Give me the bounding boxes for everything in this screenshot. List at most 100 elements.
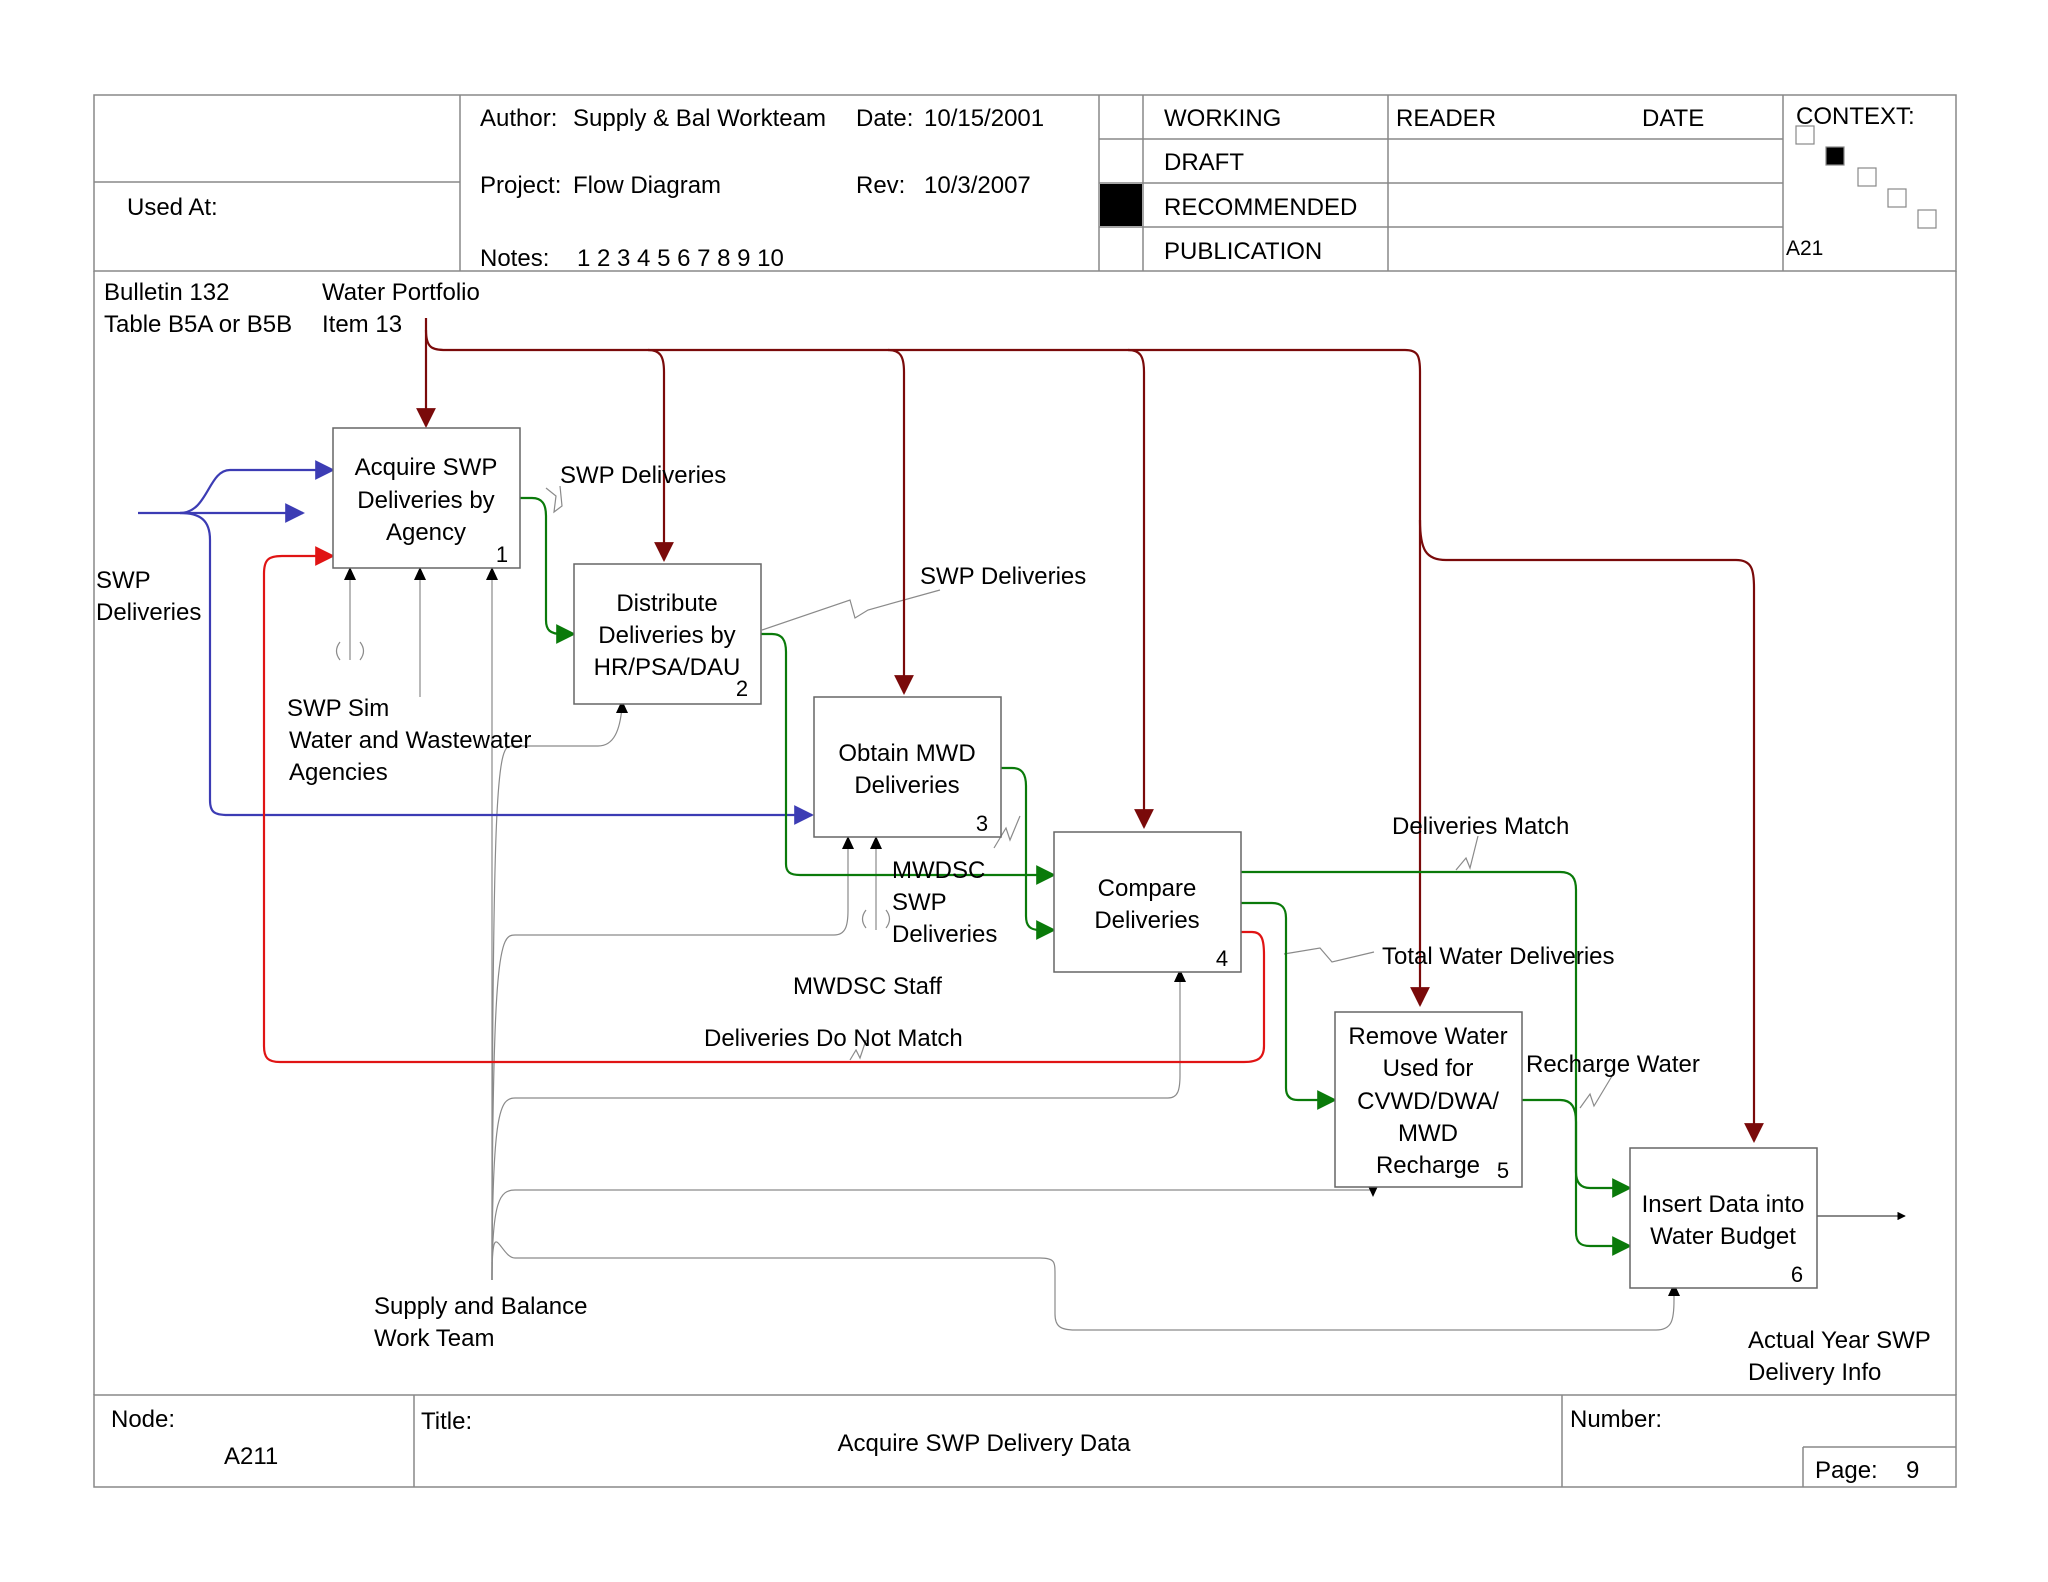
label-portfolio-1: Water Portfolio bbox=[322, 279, 480, 306]
label-total: Total Water Deliveries bbox=[1382, 943, 1615, 970]
node-label: Node: bbox=[111, 1406, 175, 1433]
author-value: Supply & Bal Workteam bbox=[573, 105, 826, 132]
control-arrows bbox=[416, 318, 1764, 1143]
label-no-match: Deliveries Do Not Match bbox=[704, 1025, 963, 1052]
label-swp-input-2: Deliveries bbox=[96, 599, 201, 626]
status-checkbox-recommended[interactable] bbox=[1100, 184, 1142, 226]
node-value: A211 bbox=[224, 1443, 278, 1470]
used-at-label: Used At: bbox=[127, 194, 218, 221]
activity-2-number: 2 bbox=[736, 676, 748, 701]
context-map bbox=[1795, 125, 1937, 229]
label-swp-deliveries-b: SWP Deliveries bbox=[920, 563, 1086, 590]
status-checkbox-working[interactable] bbox=[1100, 96, 1142, 138]
reader-date-label: DATE bbox=[1642, 105, 1704, 132]
label-mwdsc-2: SWP bbox=[892, 889, 947, 916]
label-output-2: Delivery Info bbox=[1748, 1359, 1881, 1386]
footer-frame bbox=[93, 1394, 1957, 1488]
context-label: CONTEXT: bbox=[1796, 103, 1915, 130]
input-arrows bbox=[138, 460, 814, 825]
date-value: 10/15/2001 bbox=[924, 105, 1044, 132]
activity-box-4[interactable]: Compare Deliveries 4 bbox=[1053, 831, 1242, 973]
activity-6-line-2: Water Budget bbox=[1650, 1223, 1796, 1250]
activity-6-number: 6 bbox=[1791, 1262, 1803, 1287]
activity-5-line-4: MWD bbox=[1398, 1120, 1458, 1147]
status-checkbox-draft[interactable] bbox=[1100, 140, 1142, 182]
context-node: A21 bbox=[1786, 237, 1823, 260]
reader-label: READER bbox=[1396, 105, 1496, 132]
label-mwdsc-1: MWDSC bbox=[892, 857, 985, 884]
activity-2-line-1: Distribute bbox=[616, 590, 717, 617]
activity-3-line-1: Obtain MWD bbox=[838, 740, 975, 767]
label-mwdsc-3: Deliveries bbox=[892, 921, 997, 948]
activity-box-2[interactable]: Distribute Deliveries by HR/PSA/DAU 2 bbox=[573, 563, 762, 705]
activity-5-line-3: CVWD/DWA/ bbox=[1357, 1088, 1499, 1115]
label-portfolio-2: Item 13 bbox=[322, 311, 402, 338]
label-swp-input-1: SWP bbox=[96, 567, 151, 594]
label-team-2: Work Team bbox=[374, 1325, 494, 1352]
label-agencies-2: Agencies bbox=[289, 759, 388, 786]
date-label: Date: bbox=[856, 105, 913, 132]
body-frame bbox=[93, 271, 1957, 1395]
activity-3-number: 3 bbox=[976, 811, 988, 836]
status-recommended: RECOMMENDED bbox=[1164, 194, 1357, 221]
project-label: Project: bbox=[480, 172, 561, 199]
label-team-1: Supply and Balance bbox=[374, 1293, 588, 1320]
page-label: Page: bbox=[1815, 1457, 1878, 1484]
notes-value: 1 2 3 4 5 6 7 8 9 10 bbox=[577, 245, 784, 272]
activity-2-line-3: HR/PSA/DAU bbox=[594, 654, 741, 681]
arrow-labels: Bulletin 132 Table B5A or B5B Water Port… bbox=[96, 279, 1931, 1386]
status-checkbox-publication[interactable] bbox=[1100, 228, 1142, 270]
label-swp-deliveries-a: SWP Deliveries bbox=[560, 462, 726, 489]
activity-5-line-2: Used for bbox=[1383, 1055, 1474, 1082]
label-squiggles bbox=[545, 485, 1613, 1109]
activity-4-number: 4 bbox=[1216, 946, 1228, 971]
number-label: Number: bbox=[1570, 1406, 1662, 1433]
project-value: Flow Diagram bbox=[573, 172, 721, 199]
status-working: WORKING bbox=[1164, 105, 1281, 132]
activity-3-line-2: Deliveries bbox=[854, 772, 959, 799]
tunnel-marks bbox=[335, 641, 891, 929]
activity-4-line-2: Deliveries bbox=[1094, 907, 1199, 934]
activity-1-line-1: Acquire SWP bbox=[355, 454, 498, 481]
activity-box-3[interactable]: Obtain MWD Deliveries 3 bbox=[813, 696, 1002, 838]
activity-box-6[interactable]: Insert Data into Water Budget 6 bbox=[1629, 1147, 1818, 1289]
rev-label: Rev: bbox=[856, 172, 905, 199]
page-number: 9 bbox=[1906, 1457, 1919, 1484]
label-bulletin-2: Table B5A or B5B bbox=[104, 311, 292, 338]
activity-5-number: 5 bbox=[1497, 1158, 1509, 1183]
label-output-1: Actual Year SWP bbox=[1748, 1327, 1931, 1354]
label-swp-sim: SWP Sim bbox=[287, 695, 389, 722]
mechanism-arrowheads bbox=[344, 567, 1680, 1296]
activity-box-1[interactable]: Acquire SWP Deliveries by Agency 1 bbox=[332, 427, 521, 569]
label-mwdsc-staff: MWDSC Staff bbox=[793, 973, 942, 1000]
author-label: Author: bbox=[480, 105, 557, 132]
feedback-arrow bbox=[262, 546, 1266, 1064]
status-draft: DRAFT bbox=[1164, 149, 1244, 176]
flow-arrows bbox=[520, 496, 1632, 1256]
label-recharge: Recharge Water bbox=[1526, 1051, 1700, 1078]
rev-value: 10/3/2007 bbox=[924, 172, 1031, 199]
label-bulletin-1: Bulletin 132 bbox=[104, 279, 229, 306]
status-checkboxes bbox=[1100, 96, 1142, 270]
activity-1-number: 1 bbox=[496, 542, 508, 567]
mechanism-arrows bbox=[349, 574, 1675, 1331]
activity-2-line-2: Deliveries by bbox=[598, 622, 735, 649]
activity-1-line-2: Deliveries by bbox=[357, 487, 494, 514]
label-agencies-1: Water and Wastewater bbox=[289, 727, 531, 754]
activity-5-line-1: Remove Water bbox=[1348, 1023, 1507, 1050]
activity-6-line-1: Insert Data into bbox=[1642, 1191, 1805, 1218]
activity-1-line-3: Agency bbox=[386, 519, 466, 546]
header-frame bbox=[93, 94, 1957, 272]
activity-4-line-1: Compare bbox=[1098, 875, 1197, 902]
label-match: Deliveries Match bbox=[1392, 813, 1569, 840]
activity-box-5[interactable]: Remove Water Used for CVWD/DWA/MWD Recharge… bbox=[1334, 1011, 1523, 1188]
activity-5-line-5: Recharge bbox=[1376, 1152, 1480, 1179]
status-publication: PUBLICATION bbox=[1164, 238, 1322, 265]
